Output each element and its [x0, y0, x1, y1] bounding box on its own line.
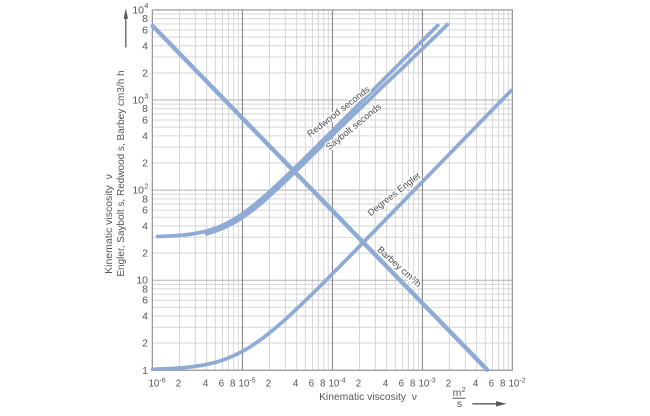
- svg-text:4: 4: [383, 379, 389, 390]
- svg-text:6: 6: [489, 379, 495, 390]
- svg-text:-4: -4: [339, 377, 345, 384]
- svg-text:6: 6: [142, 24, 148, 36]
- svg-text:m: m: [453, 387, 462, 399]
- svg-text:-6: -6: [159, 377, 165, 384]
- svg-text:6: 6: [219, 379, 225, 390]
- svg-text:Kinematic viscosity ν: Kinematic viscosity ν: [103, 174, 115, 274]
- svg-text:4: 4: [142, 311, 148, 323]
- svg-text:2: 2: [176, 379, 181, 390]
- svg-text:10: 10: [132, 95, 144, 107]
- svg-text:4: 4: [142, 221, 148, 233]
- svg-text:4: 4: [144, 1, 148, 10]
- svg-text:4: 4: [142, 130, 148, 142]
- svg-text:3: 3: [144, 91, 148, 100]
- svg-text:4: 4: [473, 379, 479, 390]
- svg-text:6: 6: [399, 379, 405, 390]
- svg-text:10: 10: [132, 4, 144, 16]
- svg-text:2: 2: [446, 379, 451, 390]
- svg-text:6: 6: [142, 295, 148, 307]
- svg-text:2: 2: [266, 379, 271, 390]
- svg-text:4: 4: [142, 40, 148, 52]
- svg-text:2: 2: [142, 338, 148, 350]
- svg-text:Kinematic viscosity ν: Kinematic viscosity ν: [319, 392, 417, 403]
- svg-text:-3: -3: [429, 377, 435, 384]
- svg-text:10: 10: [508, 379, 519, 390]
- svg-text:10: 10: [418, 379, 429, 390]
- svg-text:10: 10: [132, 185, 144, 197]
- svg-text:10: 10: [148, 379, 159, 390]
- svg-text:-5: -5: [249, 377, 255, 384]
- svg-text:-2: -2: [519, 377, 525, 384]
- svg-text:8: 8: [142, 13, 148, 25]
- svg-text:8: 8: [500, 379, 506, 390]
- svg-text:s: s: [457, 398, 462, 410]
- svg-text:4: 4: [203, 379, 209, 390]
- svg-text:10: 10: [328, 379, 339, 390]
- svg-text:6: 6: [142, 205, 148, 217]
- svg-text:8: 8: [410, 379, 416, 390]
- svg-text:8: 8: [142, 103, 148, 115]
- svg-text:6: 6: [142, 115, 148, 127]
- svg-text:10: 10: [238, 379, 249, 390]
- svg-text:Engler, Saybolt s, Redwood s,: Engler, Saybolt s, Redwood s, Barbey cm3…: [116, 70, 127, 276]
- svg-text:2: 2: [462, 385, 466, 394]
- svg-text:1: 1: [142, 365, 148, 377]
- svg-text:8: 8: [142, 283, 148, 295]
- svg-text:4: 4: [293, 379, 299, 390]
- svg-text:2: 2: [356, 379, 361, 390]
- svg-text:2: 2: [142, 67, 148, 79]
- svg-text:2: 2: [142, 158, 148, 170]
- svg-text:2: 2: [144, 181, 148, 190]
- svg-text:8: 8: [230, 379, 236, 390]
- svg-text:8: 8: [320, 379, 326, 390]
- svg-text:2: 2: [142, 248, 148, 260]
- svg-text:6: 6: [309, 379, 315, 390]
- svg-text:8: 8: [142, 193, 148, 205]
- svg-text:10: 10: [136, 275, 148, 287]
